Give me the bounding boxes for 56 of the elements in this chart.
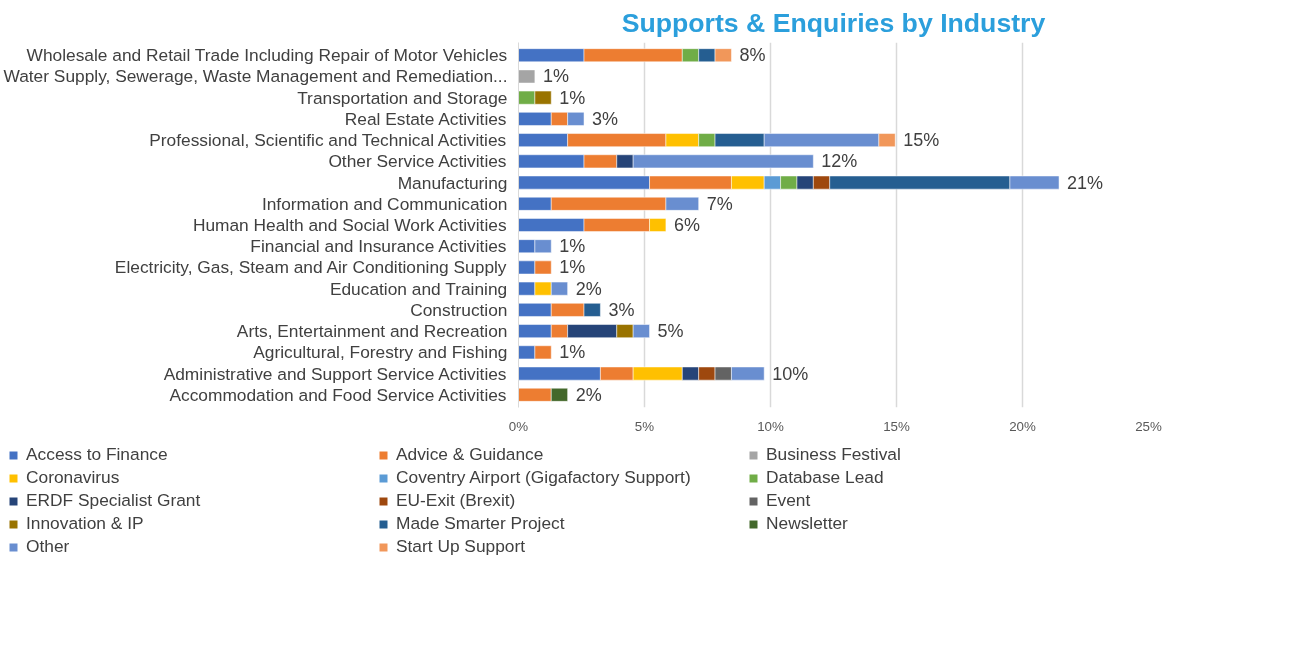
total-label: 1% [559, 87, 586, 108]
legend-label: Business Festival [766, 444, 902, 465]
legend-label: Access to Finance [26, 444, 169, 465]
y-tick-label: Financial and Insurance Activities [250, 236, 507, 257]
y-tick-label: Manufacturing [397, 172, 508, 193]
x-tick-label: 10% [757, 418, 784, 434]
total-label: 5% [657, 321, 684, 342]
legend-label: Coventry Airport (Gigafactory Support) [396, 467, 692, 488]
legend-label: Innovation & IP [26, 513, 145, 534]
y-tick-label: Other Service Activities [328, 151, 507, 172]
x-tick-label: 15% [883, 418, 910, 434]
y-tick-label: Administrative and Support Service Activities [163, 363, 507, 384]
total-label: 1% [559, 342, 586, 363]
legend-label: Event [766, 490, 812, 511]
x-tick-label: 25% [1135, 418, 1162, 434]
y-tick-label: Information and Communication [261, 193, 508, 214]
y-tick-label: Education and Training [329, 278, 508, 299]
y-tick-label: Real Estate Activities [344, 108, 507, 129]
total-label: 1% [542, 66, 569, 87]
y-tick-label: Accommodation and Food Service Activities [169, 384, 507, 405]
legend-label: ERDF Specialist Grant [26, 490, 202, 511]
y-tick-label: Wholesale and Retail Trade Including Repair of Motor Vehicles [26, 45, 508, 66]
total-label: 7% [706, 193, 733, 214]
legend-label: Other [26, 536, 71, 557]
legend-label: Database Lead [766, 467, 885, 488]
y-tick-label: Arts, Entertainment and Recreation [236, 321, 508, 342]
legend-label: Start Up Support [396, 536, 527, 557]
y-tick-label: Construction [410, 299, 508, 320]
total-label: 2% [575, 384, 602, 405]
total-label: 15% [903, 130, 940, 151]
total-label: 3% [608, 299, 635, 320]
y-tick-label: Agricultural, Forestry and Fishing [253, 342, 508, 363]
y-tick-label: Water Supply, Sewerage, Waste Management and Remediation... [3, 66, 508, 87]
y-tick-label: Human Health and Social Work Activities [192, 215, 507, 235]
chart-title: Supports & Enquiries by Industry [621, 7, 1046, 38]
legend-label: Advice & Guidance [396, 444, 545, 465]
total-label: 6% [673, 215, 700, 235]
legend-label: Coronavirus [26, 467, 121, 488]
total-label: 1% [559, 257, 586, 278]
total-label: 12% [821, 151, 858, 172]
total-label: 10% [772, 363, 809, 384]
bar [518, 69, 536, 84]
total-label: 1% [559, 236, 586, 257]
legend-label: Newsletter [766, 513, 849, 534]
legend-label: Made Smarter Project [396, 513, 566, 534]
total-label: 2% [575, 278, 602, 299]
total-label: 8% [739, 45, 766, 66]
total-label: 21% [1067, 172, 1104, 193]
y-tick-label: Transportation and Storage [297, 87, 508, 108]
x-tick-label: 20% [1009, 418, 1036, 434]
y-tick-label: Professional, Scientific and Technical Activities [149, 130, 507, 151]
x-tick-label: 0% [508, 418, 529, 434]
y-tick-label: Electricity, Gas, Steam and Air Conditioning Supply [114, 257, 507, 278]
x-tick-label: 5% [634, 418, 655, 434]
legend-label: EU-Exit (Brexit) [396, 490, 517, 511]
total-label: 3% [592, 108, 619, 129]
